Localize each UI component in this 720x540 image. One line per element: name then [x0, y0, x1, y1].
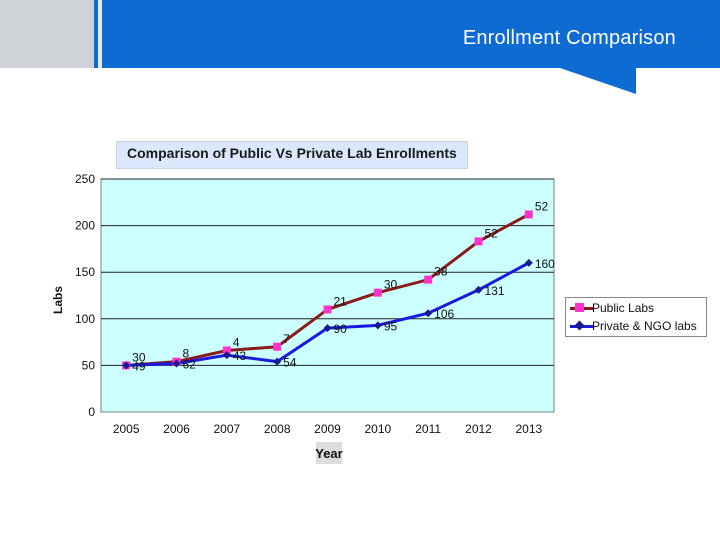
y-tick-label: 50 [82, 358, 96, 372]
y-tick-label: 150 [75, 265, 95, 279]
data-point-diamond [524, 258, 533, 267]
banner-divider [98, 0, 102, 68]
data-point-diamond [424, 309, 433, 318]
data-point-diamond [474, 285, 483, 294]
data-label: 30 [384, 278, 398, 292]
data-label: 52 [535, 199, 549, 213]
data-label: 49 [132, 359, 146, 373]
data-point-diamond [222, 351, 231, 360]
data-label: 52 [485, 226, 499, 240]
banner-left-panel [0, 0, 94, 68]
slide-title: Enrollment Comparison [462, 27, 676, 49]
data-label: 106 [434, 307, 454, 321]
data-point-diamond [273, 357, 282, 366]
x-tick-label: 2012 [465, 422, 492, 436]
data-label: 4 [233, 335, 240, 349]
data-point-square [222, 346, 231, 355]
legend-item-private: Private & NGO labs [566, 318, 706, 334]
data-point-square [373, 288, 382, 297]
plot-area [100, 178, 555, 413]
x-axis-label-bg [316, 442, 342, 464]
data-point-square [474, 237, 483, 246]
y-tick-label: 250 [75, 172, 95, 186]
y-axis-ticks: 0 50 100 150 200 250 [75, 172, 95, 419]
legend-label-private: Private & NGO labs [592, 319, 697, 333]
chart-title: Comparison of Public Vs Private Lab Enro… [127, 145, 457, 161]
data-label: 21 [334, 294, 348, 308]
data-point-square [524, 210, 533, 219]
data-point-diamond [323, 324, 332, 333]
data-label: 43 [233, 349, 247, 363]
data-point-diamond [122, 361, 131, 370]
x-axis-label: Year [315, 446, 342, 461]
x-tick-label: 2009 [314, 422, 341, 436]
x-tick-label: 2005 [113, 422, 140, 436]
x-axis-ticks: 2005 2006 2007 2008 2009 2010 2011 2012 2013 [113, 422, 543, 436]
series-group: 30 8 4 7 21 30 38 52 52 49 62 43 54 90 95 106 131 160 [122, 199, 555, 373]
y-axis-label: Labs [51, 286, 65, 314]
data-label: 54 [283, 356, 297, 370]
data-point-square [273, 342, 282, 351]
data-point-square [424, 275, 433, 284]
header-banner: Enrollment Comparison [0, 0, 720, 68]
data-point-diamond [373, 321, 382, 330]
data-label: 38 [434, 265, 448, 279]
data-label: 7 [283, 332, 290, 346]
data-label: 131 [485, 284, 505, 298]
y-tick-label: 0 [88, 405, 95, 419]
legend-label-public: Public Labs [592, 301, 655, 315]
data-label: 160 [535, 257, 555, 271]
x-tick-label: 2006 [163, 422, 190, 436]
data-label: 30 [132, 350, 146, 364]
square-marker-icon [575, 303, 584, 312]
data-label: 62 [183, 358, 197, 372]
data-label: 90 [334, 322, 348, 336]
x-tick-label: 2007 [213, 422, 240, 436]
legend-item-public: Public Labs [566, 300, 706, 316]
x-tick-label: 2010 [364, 422, 391, 436]
legend: Public Labs Private & NGO labs [565, 297, 707, 337]
x-tick-label: 2011 [415, 422, 441, 436]
x-tick-label: 2008 [264, 422, 291, 436]
y-tick-label: 100 [75, 312, 95, 326]
chart-title-box [116, 141, 468, 169]
x-tick-label: 2013 [515, 422, 542, 436]
data-label: 95 [384, 319, 398, 333]
diamond-marker-icon [574, 320, 585, 331]
data-label: 8 [183, 347, 190, 361]
data-point-square [323, 305, 332, 314]
data-point-diamond [172, 359, 181, 368]
y-tick-label: 200 [75, 219, 95, 233]
banner-wedge [560, 68, 636, 94]
